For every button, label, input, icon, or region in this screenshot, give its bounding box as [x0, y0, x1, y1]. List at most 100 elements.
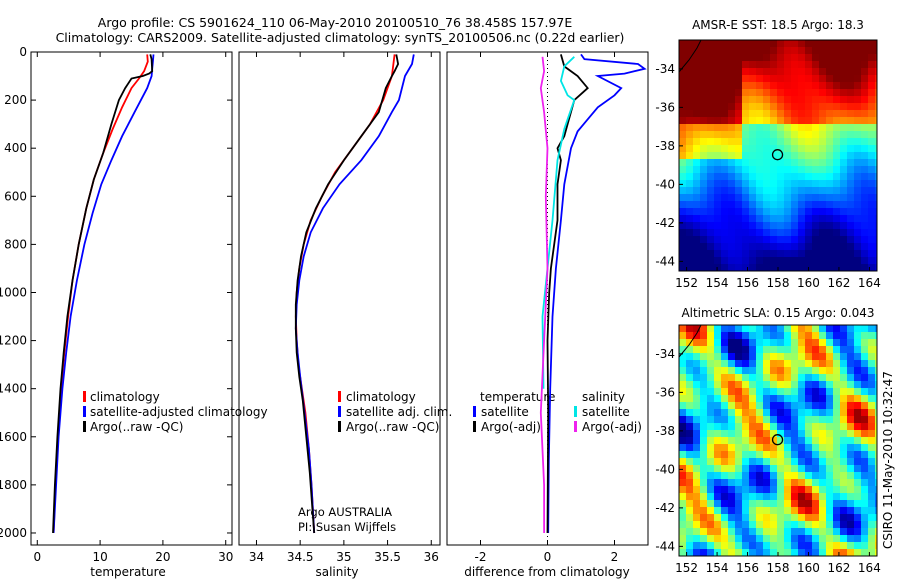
sst_map-cell	[756, 257, 763, 264]
sst_map-cell	[791, 82, 798, 89]
sst_map-cell	[875, 124, 877, 131]
sst_map-cell	[784, 194, 791, 201]
sla_map-cell	[777, 493, 784, 500]
sla_map-cell	[693, 353, 700, 360]
sst_map-cell	[819, 194, 826, 201]
sla_map-cell	[735, 402, 742, 409]
sla_map-cell	[784, 549, 791, 556]
sst_map-cell	[756, 236, 763, 243]
sla_map-cell	[686, 360, 693, 367]
sst_map-cell	[728, 40, 735, 47]
sla_map-cell	[805, 535, 812, 542]
sst_map-cell	[833, 96, 840, 103]
sst_map-x-tick-label: 164	[858, 276, 881, 290]
sla_map-cell	[784, 346, 791, 353]
sla_map-cell	[714, 346, 721, 353]
sst_map-cell	[742, 264, 749, 271]
sla_map-cell	[749, 535, 756, 542]
legend-swatch-sal-argo	[574, 421, 577, 432]
sla_map-cell	[812, 542, 819, 549]
sla_map-cell	[693, 514, 700, 521]
sst_map-cell	[812, 201, 819, 208]
sst_map-cell	[714, 96, 721, 103]
sst_map-cell	[791, 236, 798, 243]
sla_map-cell	[679, 388, 686, 395]
sla_map-cell	[700, 465, 707, 472]
sla_map-cell	[854, 353, 861, 360]
sla_map-cell	[777, 360, 784, 367]
sla_map-cell	[784, 528, 791, 535]
sla_map-cell	[707, 521, 714, 528]
sla_map-cell	[714, 500, 721, 507]
sla_map-cells	[679, 325, 877, 556]
sla_map-cell	[826, 339, 833, 346]
sst_map-cell	[812, 40, 819, 47]
sst_map-cell	[805, 61, 812, 68]
sla_map-cell	[679, 465, 686, 472]
temperature-x-tick-label: 10	[92, 550, 107, 564]
sst_map-cell	[826, 89, 833, 96]
sst_map-cell	[707, 187, 714, 194]
sla_map-cell	[854, 528, 861, 535]
sla_map-cell	[875, 353, 877, 360]
sst_map-cell	[847, 264, 854, 271]
sst_map-cell	[742, 75, 749, 82]
sst_map-cell	[686, 61, 693, 68]
sla_map-cell	[819, 416, 826, 423]
sst_map-cell	[833, 215, 840, 222]
sst_map-cell	[784, 117, 791, 124]
sla_map-cell	[679, 409, 686, 416]
sst_map-cell	[707, 215, 714, 222]
sla_map-cell	[826, 395, 833, 402]
sst_map-cell	[721, 110, 728, 117]
sla_map-cell	[826, 360, 833, 367]
sla_map-cell	[721, 514, 728, 521]
sst_map-cell	[770, 173, 777, 180]
sst_map-cell	[756, 61, 763, 68]
sst_map-cell	[861, 89, 868, 96]
sst_map-cell	[728, 166, 735, 173]
sla_map-cell	[756, 395, 763, 402]
sst_map-cell	[812, 257, 819, 264]
sla_map-cell	[784, 360, 791, 367]
sla_map-cell	[798, 528, 805, 535]
sst_map-cell	[756, 201, 763, 208]
sla_map-cell	[840, 549, 847, 556]
sst_map-cell	[735, 40, 742, 47]
sst_map-cell	[805, 201, 812, 208]
sst_map-cell	[868, 173, 875, 180]
sst_map-cell	[714, 103, 721, 110]
sla_map-cell	[833, 465, 840, 472]
sla_map-cell	[826, 542, 833, 549]
sst_map-cell	[826, 131, 833, 138]
sla_map-cell	[742, 395, 749, 402]
sla_map-cell	[756, 367, 763, 374]
sla_map-cell	[805, 325, 812, 332]
sla_map-cell	[763, 507, 770, 514]
sst_map-cell	[756, 152, 763, 159]
sst_map-cell	[700, 131, 707, 138]
sla_map-cell	[868, 339, 875, 346]
sst_map-cell	[805, 187, 812, 194]
sla_map-cell	[693, 458, 700, 465]
sst_map-cell	[777, 152, 784, 159]
sst_map-cell	[784, 138, 791, 145]
sst_map-cell	[714, 131, 721, 138]
sst_map-cell	[791, 68, 798, 75]
sst_map-x-tick-label: 158	[767, 276, 790, 290]
sla_map-cell	[840, 402, 847, 409]
sla_map-cell	[749, 367, 756, 374]
sst_map-x-tick-label: 160	[797, 276, 820, 290]
sst_map-cell	[854, 187, 861, 194]
sst_map-cell	[847, 208, 854, 215]
sst_map-cell	[861, 145, 868, 152]
sla_map-cell	[714, 325, 721, 332]
sst_map-cell	[798, 110, 805, 117]
sst_map-cell	[721, 117, 728, 124]
sst_map-cell	[728, 208, 735, 215]
sla_map-cell	[756, 458, 763, 465]
sla_map-cell	[847, 507, 854, 514]
sla_map-cell	[826, 486, 833, 493]
sst_map-cell	[854, 215, 861, 222]
sla_map-cell	[756, 535, 763, 542]
